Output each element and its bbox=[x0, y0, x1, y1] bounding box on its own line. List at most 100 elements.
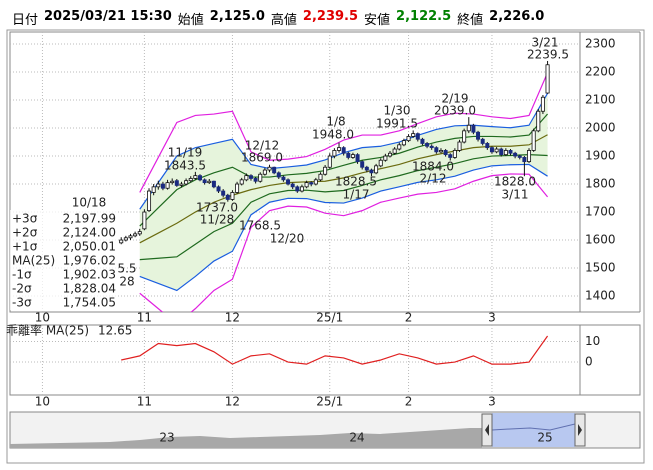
legend-value: 1,754.05 bbox=[63, 296, 116, 310]
candle-body bbox=[471, 124, 476, 133]
candle-body bbox=[438, 150, 443, 153]
legend-value: 2,124.00 bbox=[63, 226, 116, 240]
header: 日付 2025/03/21 15:30 始値 2,125.0 高値 2,239.5 安値 2,… bbox=[12, 9, 544, 28]
navigator-line bbox=[491, 423, 576, 431]
header-label: 高値 bbox=[270, 13, 297, 28]
candle-body bbox=[202, 179, 207, 184]
annotation: 11/19 bbox=[168, 146, 203, 160]
navigator-label: 24 bbox=[349, 431, 364, 445]
candle-body bbox=[355, 154, 360, 163]
candle-body bbox=[350, 154, 355, 158]
candle-body bbox=[193, 175, 198, 179]
legend-name: +1σ bbox=[12, 240, 38, 254]
header-label: 始値 bbox=[177, 13, 204, 28]
candle-body bbox=[211, 180, 216, 188]
annotation: 1828.0 bbox=[494, 175, 536, 189]
y-tick-label: 1400 bbox=[585, 289, 616, 303]
candle-body bbox=[133, 233, 138, 237]
y-tick-label: 2100 bbox=[585, 93, 616, 107]
x-tick-label: 2 bbox=[405, 395, 413, 409]
candle-body bbox=[452, 150, 457, 158]
legend-box bbox=[10, 210, 118, 310]
x-tick-label: 11 bbox=[137, 395, 152, 409]
candle-body bbox=[517, 155, 522, 158]
annotation: 1/8 bbox=[326, 115, 345, 129]
annotation: 1843.5 bbox=[164, 159, 206, 173]
deviation-title: 乖離率 MA(25) bbox=[6, 323, 89, 338]
arrow bbox=[578, 424, 582, 436]
x-tick-label: 25/1 bbox=[316, 311, 343, 325]
candle-body bbox=[387, 152, 392, 157]
candle-body bbox=[527, 150, 532, 163]
annotation: 12/12 bbox=[245, 139, 280, 153]
candle-body bbox=[327, 155, 332, 168]
candle-body bbox=[123, 237, 128, 241]
deviation-line bbox=[121, 335, 549, 365]
candle-body bbox=[540, 96, 545, 112]
candle-body bbox=[197, 175, 202, 181]
annotation: 12/20 bbox=[270, 232, 305, 246]
annotation: 10/18 bbox=[72, 196, 107, 210]
annotation: 1768.5 bbox=[239, 219, 281, 233]
candle-body bbox=[406, 136, 411, 142]
annotation: 2239.5 bbox=[527, 48, 569, 62]
candle-body bbox=[369, 169, 374, 174]
candle-body bbox=[536, 110, 541, 132]
annotation: 1737.0 bbox=[196, 201, 238, 215]
candle-body bbox=[235, 183, 240, 193]
x-tick-label: 12 bbox=[225, 311, 240, 325]
band-line bbox=[139, 154, 548, 261]
candle-body bbox=[545, 64, 550, 94]
candle-body bbox=[397, 144, 402, 150]
candle-body bbox=[341, 147, 346, 154]
y-tick-label: 1700 bbox=[585, 205, 616, 219]
layer bbox=[10, 43, 580, 297]
navigator-label: 25 bbox=[537, 431, 552, 445]
candle-body bbox=[207, 180, 212, 184]
candle-body bbox=[411, 133, 416, 137]
candle-body bbox=[174, 180, 179, 186]
candle-body bbox=[337, 147, 342, 151]
candle-body bbox=[448, 154, 453, 158]
candle-body bbox=[286, 179, 291, 185]
band-line bbox=[139, 72, 549, 193]
candle-body bbox=[290, 183, 295, 188]
y-tick-label: 0 bbox=[585, 355, 593, 369]
x-tick-label: 11 bbox=[137, 311, 152, 325]
candle-body bbox=[462, 130, 467, 143]
annotation: 1828.5 bbox=[335, 175, 377, 189]
y-tick-label: 2300 bbox=[585, 37, 616, 51]
annotation: 1884.0 bbox=[412, 160, 454, 174]
arrow bbox=[485, 424, 489, 436]
candle-body bbox=[299, 186, 304, 192]
candle-body bbox=[188, 178, 193, 182]
deviation-plot bbox=[9, 324, 581, 396]
candle-body bbox=[304, 182, 309, 188]
header-value: 2,125.0 bbox=[209, 9, 265, 24]
legend-value: 2,197.99 bbox=[63, 212, 116, 226]
layer bbox=[119, 60, 550, 245]
band-line bbox=[139, 163, 548, 292]
annotation: 1991.5 bbox=[376, 117, 418, 131]
y-tick-label: 2200 bbox=[585, 65, 616, 79]
candle-body bbox=[184, 180, 189, 185]
x-tick-label: 10 bbox=[35, 311, 50, 325]
legend-name: -1σ bbox=[12, 268, 32, 282]
x-tick-label: 12 bbox=[225, 395, 240, 409]
x-tick-label: 3 bbox=[488, 311, 496, 325]
candle-body bbox=[272, 166, 277, 174]
candle-body bbox=[221, 190, 226, 196]
legend-value: 2,050.01 bbox=[63, 240, 116, 254]
band-fill bbox=[139, 93, 548, 291]
y-tick-label: 1900 bbox=[585, 149, 616, 163]
annotation: 1869.0 bbox=[241, 151, 283, 165]
candle-body bbox=[281, 176, 286, 181]
candle-body bbox=[267, 166, 272, 171]
candle-body bbox=[346, 152, 351, 158]
candle-body bbox=[151, 186, 156, 193]
navigator-window[interactable] bbox=[492, 413, 575, 447]
candle-body bbox=[295, 186, 300, 192]
legend-value: 1,976.02 bbox=[63, 254, 116, 268]
candle-body bbox=[429, 145, 434, 149]
candle-body bbox=[119, 239, 124, 244]
